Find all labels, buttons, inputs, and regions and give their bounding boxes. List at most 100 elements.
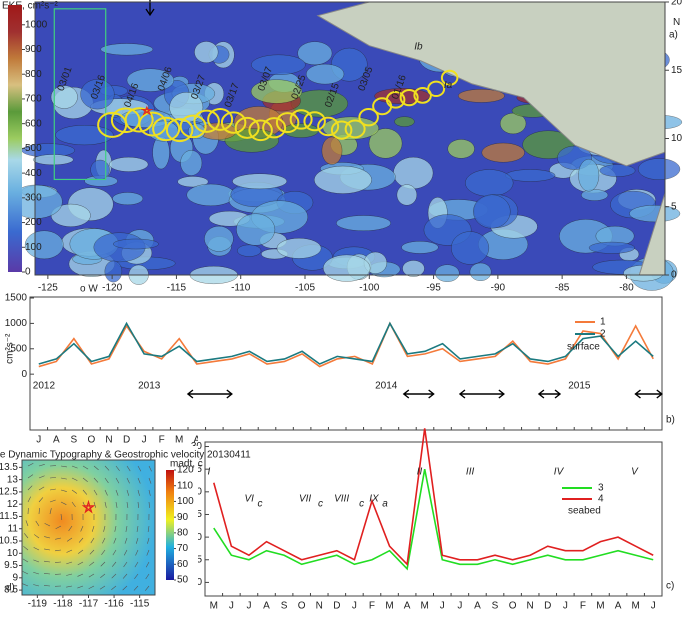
velocity-vector: [126, 465, 131, 472]
eddy-field: [50, 85, 78, 109]
colorbar-tick-label: 80: [177, 527, 189, 538]
velocity-vector: [38, 507, 40, 515]
velocity-vector: [80, 525, 84, 532]
x-tick-label: N: [527, 601, 534, 612]
velocity-vector: [113, 537, 117, 544]
velocity-vector: [112, 549, 117, 556]
velocity-vector: [134, 561, 139, 568]
x-tick-label: -105: [295, 283, 315, 294]
y-tick-label: 1500: [5, 293, 28, 304]
colorbar-tick-label: 0: [25, 267, 31, 278]
velocity-vector: [104, 489, 108, 496]
y-unit: N: [673, 17, 680, 28]
eddy-field: [581, 189, 609, 201]
velocity-vector: [22, 583, 29, 587]
colorbar-tick-label: 90: [177, 512, 189, 523]
x-tick-label: J: [246, 601, 251, 612]
legend-label: 2: [600, 329, 606, 340]
velocity-vector: [102, 537, 106, 544]
velocity-vector: [126, 501, 129, 508]
velocity-vector: [147, 537, 150, 544]
velocity-vector: [49, 508, 52, 515]
legend-label: 4: [598, 494, 604, 505]
velocity-vector: [135, 537, 139, 544]
y-tick-label: 5: [196, 554, 202, 565]
eddy-track: [399, 88, 419, 107]
x-tick-label: M: [631, 601, 639, 612]
panel-label: b): [666, 415, 675, 426]
eddy-field: [126, 68, 175, 92]
eddy-track: [275, 112, 300, 133]
plot-frame: [29, 296, 663, 431]
eddy-field: [465, 169, 514, 197]
x-tick-label: M: [421, 601, 429, 612]
y-tick-label: 500: [10, 343, 27, 354]
x-tick-label: O: [298, 601, 306, 612]
eddy-field: [578, 158, 600, 192]
velocity-vector: [38, 497, 44, 503]
velocity-vector: [71, 489, 78, 494]
velocity-vector: [49, 477, 56, 479]
x-tick-label: S: [492, 601, 499, 612]
eddy-track: [165, 118, 194, 143]
velocity-vector: [68, 525, 73, 532]
event-label: I: [208, 467, 211, 478]
eddy-track: [234, 116, 260, 139]
period-arrow: [186, 389, 233, 399]
eddy-field: [250, 79, 303, 104]
velocity-vector: [103, 525, 106, 532]
x-tick-label: -119: [28, 599, 48, 610]
eddy-field: [305, 63, 345, 85]
x-tick-label: O: [509, 601, 517, 612]
x-tick-label: J: [142, 435, 147, 446]
series-line: [213, 469, 654, 571]
x-tick-label: F: [580, 601, 586, 612]
velocity-vector: [60, 501, 67, 505]
period-arrow: [537, 389, 562, 399]
event-sub: c: [359, 499, 364, 510]
y-tick-label: 10: [7, 548, 19, 559]
series-line: [38, 321, 654, 365]
velocity-vector: [44, 573, 51, 575]
velocity-vector: [145, 585, 150, 591]
velocity-vector: [148, 501, 150, 508]
eddy-field: [313, 165, 372, 194]
velocity-vector: [122, 585, 128, 591]
velocity-vector: [33, 547, 40, 551]
velocity-vector: [93, 489, 98, 496]
eddy-field: [435, 264, 460, 282]
colorbar-tick-label: 700: [25, 94, 42, 105]
velocity-vector: [55, 525, 62, 529]
eddy-field: [588, 241, 635, 254]
colorbar-tick-label: 110: [177, 480, 193, 491]
velocity-vector: [146, 549, 150, 556]
event-sub: c: [318, 499, 323, 510]
velocity-vector: [137, 477, 141, 484]
x-tick-label: A: [53, 435, 60, 446]
eddy-field: [481, 142, 525, 163]
velocity-vector: [93, 501, 97, 508]
velocity-vector: [27, 474, 34, 479]
velocity-vector: [22, 558, 29, 563]
velocity-vector: [71, 501, 76, 508]
eddy-track: [193, 109, 220, 133]
eddy-track: [344, 119, 366, 139]
y-tick-label: 20: [671, 0, 683, 8]
eddy-track: [179, 114, 207, 139]
velocity-vector: [82, 489, 88, 495]
x-tick-label: M: [175, 435, 183, 446]
x-tick-label: J: [440, 601, 445, 612]
x-tick-label: D: [333, 601, 340, 612]
x-tick-label: F: [159, 435, 165, 446]
velocity-vector: [115, 477, 120, 484]
y-tick-label: 11.5: [0, 511, 18, 522]
y-tick-label: 1000: [5, 318, 28, 329]
eddy-track: [207, 108, 234, 131]
star: [140, 105, 153, 116]
colorbar-tick-label: 600: [25, 118, 42, 129]
eddy-track: [152, 116, 181, 142]
velocity-vector: [88, 585, 95, 590]
year-label: 2013: [138, 381, 161, 392]
velocity-vector: [77, 585, 84, 589]
